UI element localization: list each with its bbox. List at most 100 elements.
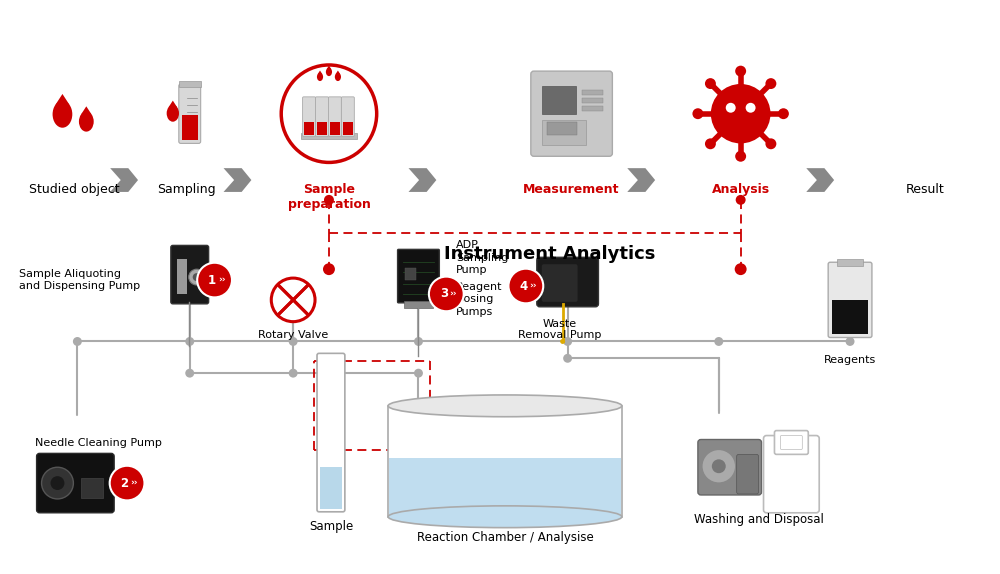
FancyBboxPatch shape <box>542 264 578 302</box>
FancyBboxPatch shape <box>537 257 598 307</box>
Bar <box>405 268 416 280</box>
Circle shape <box>414 337 423 346</box>
Ellipse shape <box>335 73 341 81</box>
Circle shape <box>289 369 298 378</box>
FancyBboxPatch shape <box>780 436 802 449</box>
Circle shape <box>324 195 334 205</box>
Circle shape <box>189 269 205 285</box>
Circle shape <box>726 103 736 113</box>
Circle shape <box>705 78 716 89</box>
FancyBboxPatch shape <box>828 262 872 338</box>
Text: ››: ›› <box>529 281 537 290</box>
Text: Analysis: Analysis <box>712 183 770 196</box>
Circle shape <box>765 78 776 89</box>
Ellipse shape <box>53 101 72 128</box>
Circle shape <box>110 466 144 501</box>
Text: Studied object: Studied object <box>29 183 120 196</box>
Polygon shape <box>110 168 138 192</box>
Text: Sample
preparation: Sample preparation <box>288 183 370 211</box>
Circle shape <box>193 273 201 281</box>
Circle shape <box>735 263 747 275</box>
Polygon shape <box>168 100 177 107</box>
Circle shape <box>323 263 335 275</box>
Circle shape <box>712 459 726 473</box>
Polygon shape <box>806 168 834 192</box>
FancyBboxPatch shape <box>37 453 114 513</box>
Text: Instrument Analytics: Instrument Analytics <box>444 245 655 263</box>
Ellipse shape <box>388 395 622 417</box>
Bar <box>389 458 621 516</box>
Circle shape <box>73 337 82 346</box>
FancyBboxPatch shape <box>303 97 316 137</box>
Bar <box>837 259 863 266</box>
Bar <box>177 259 187 294</box>
Text: ››: ›› <box>450 289 457 298</box>
Bar <box>542 119 586 145</box>
Ellipse shape <box>79 111 94 131</box>
Circle shape <box>197 263 232 297</box>
Circle shape <box>711 84 770 144</box>
FancyBboxPatch shape <box>171 246 209 304</box>
Bar <box>582 90 603 95</box>
Circle shape <box>736 195 746 205</box>
Bar <box>304 122 314 135</box>
Text: Needle Cleaning Pump: Needle Cleaning Pump <box>35 439 161 448</box>
Ellipse shape <box>281 65 377 162</box>
Text: Waste
Removal Pump: Waste Removal Pump <box>518 319 601 340</box>
Polygon shape <box>409 168 436 192</box>
Polygon shape <box>224 168 251 192</box>
Circle shape <box>414 369 423 378</box>
FancyBboxPatch shape <box>398 249 439 303</box>
Text: Washing and Disposal: Washing and Disposal <box>694 513 823 526</box>
Circle shape <box>563 337 572 346</box>
Text: Sampling: Sampling <box>157 183 216 196</box>
Polygon shape <box>327 65 331 69</box>
Circle shape <box>185 337 194 346</box>
FancyBboxPatch shape <box>316 97 328 137</box>
Text: Reaction Chamber / Analysise: Reaction Chamber / Analysise <box>417 530 593 544</box>
Polygon shape <box>318 71 322 74</box>
Circle shape <box>185 369 194 378</box>
Text: 4: 4 <box>519 280 527 293</box>
Bar <box>330 122 340 135</box>
Bar <box>179 81 201 87</box>
Circle shape <box>735 151 746 162</box>
Text: ››: ›› <box>218 276 225 285</box>
Polygon shape <box>336 71 340 74</box>
Circle shape <box>705 138 716 149</box>
Circle shape <box>560 339 565 344</box>
Text: Reagents: Reagents <box>824 355 876 365</box>
FancyBboxPatch shape <box>328 97 341 137</box>
Text: 2: 2 <box>121 476 129 490</box>
Text: Rotary Valve: Rotary Valve <box>258 329 328 340</box>
Circle shape <box>765 138 776 149</box>
Ellipse shape <box>388 506 622 528</box>
Bar <box>301 133 357 139</box>
Text: Measurement: Measurement <box>523 183 620 196</box>
Polygon shape <box>81 106 92 114</box>
Circle shape <box>289 337 298 346</box>
Ellipse shape <box>167 105 179 122</box>
Ellipse shape <box>317 73 323 81</box>
Bar <box>317 122 327 135</box>
FancyBboxPatch shape <box>317 354 345 512</box>
Text: Sample Aliquoting
and Dispensing Pump: Sample Aliquoting and Dispensing Pump <box>19 269 140 291</box>
Circle shape <box>702 449 736 483</box>
Circle shape <box>735 65 746 76</box>
Text: Reagent
Dosing
Pumps: Reagent Dosing Pumps <box>456 282 503 317</box>
Text: ››: ›› <box>130 479 138 487</box>
Bar <box>182 115 198 141</box>
Text: 3: 3 <box>440 288 448 300</box>
Text: Result: Result <box>906 183 945 196</box>
Text: Sample: Sample <box>309 519 353 533</box>
Circle shape <box>846 337 855 346</box>
Circle shape <box>778 108 789 119</box>
Bar <box>81 478 103 498</box>
FancyBboxPatch shape <box>698 440 762 495</box>
Bar <box>404 301 433 308</box>
Circle shape <box>746 103 756 113</box>
Circle shape <box>51 476 64 490</box>
FancyBboxPatch shape <box>764 436 819 513</box>
Circle shape <box>271 278 315 321</box>
Text: 1: 1 <box>208 274 216 286</box>
